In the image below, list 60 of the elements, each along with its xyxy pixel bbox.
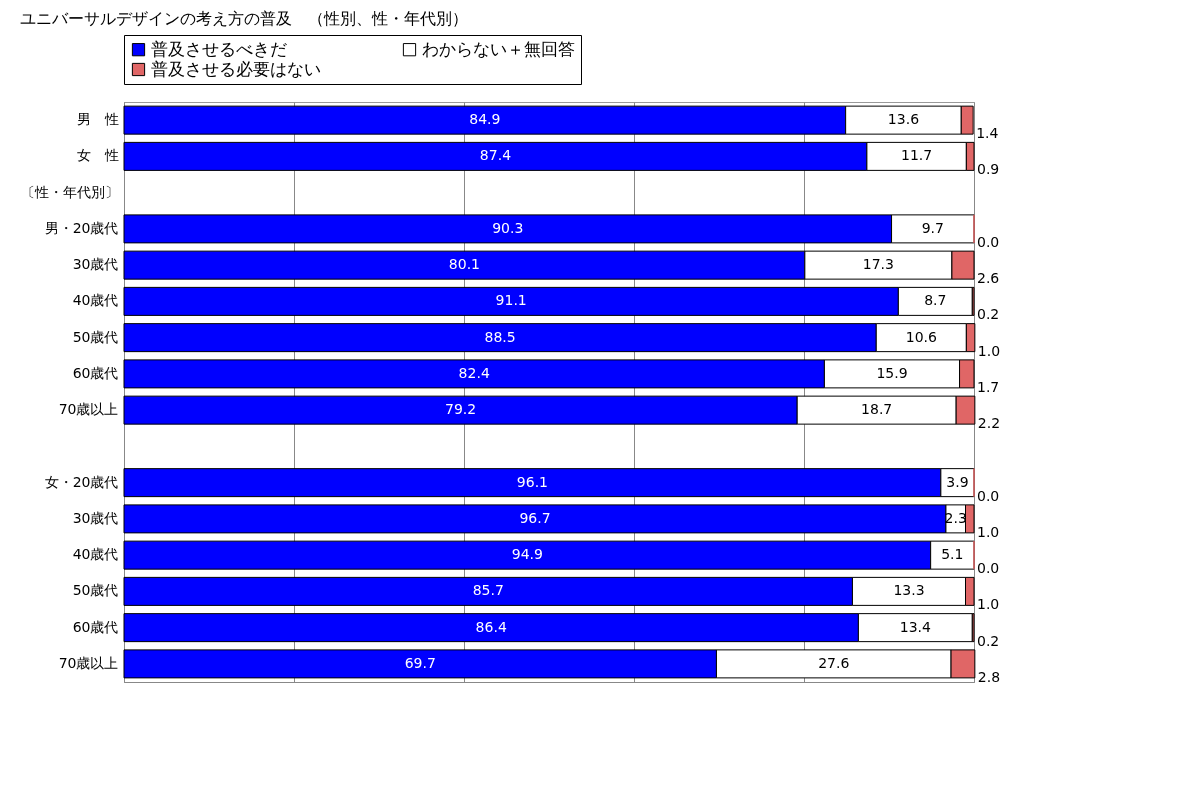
data-label: 11.7 [901, 147, 933, 164]
data-label: 0.0 [977, 233, 1000, 250]
data-label: 69.7 [404, 654, 436, 671]
data-label: 1.0 [977, 596, 1000, 613]
y-tick-label: 50歳代 [72, 582, 119, 599]
data-label: 27.6 [818, 654, 850, 671]
y-tick-label: 女 性 [76, 147, 119, 164]
y-tick-label: 70歳以上 [58, 654, 119, 671]
data-label: 2.6 [977, 270, 1000, 287]
data-label: 2.2 [977, 415, 1001, 432]
y-tick-label: 〔性・年代別〕 [20, 183, 119, 200]
data-label: 0.2 [977, 632, 1000, 649]
data-label: 8.7 [924, 292, 947, 309]
data-label: 0.0 [977, 560, 1000, 577]
data-label: 96.1 [516, 473, 549, 490]
legend-label: 普及させる必要はない [151, 58, 321, 79]
y-tick-label: 30歳代 [72, 256, 119, 273]
data-label: 5.1 [941, 546, 964, 563]
data-label: 0.2 [977, 306, 1000, 323]
data-label: 85.7 [472, 582, 504, 599]
legend-label: 普及させるべきだ [151, 38, 287, 59]
legend-label: わからない＋無回答 [422, 38, 575, 59]
data-label: 3.9 [946, 473, 969, 490]
data-label: 91.1 [495, 292, 527, 309]
y-tick-label: 60歳代 [72, 364, 119, 381]
data-label: 88.5 [484, 328, 516, 345]
y-tick-label: 女・20歳代 [44, 473, 119, 490]
chart-title: ユニバーサルデザインの考え方の普及 （性別、性・年代別） [20, 8, 468, 28]
data-label: 94.9 [511, 546, 543, 563]
data-label: 84.9 [469, 111, 501, 128]
data-label: 13.6 [887, 111, 920, 128]
data-label: 1.4 [976, 125, 999, 142]
data-label: 1.0 [977, 342, 1001, 359]
y-tick-label: 男 性 [76, 111, 119, 128]
data-label: 10.6 [905, 328, 937, 345]
y-tick-label: 男・20歳代 [44, 219, 119, 236]
data-label: 0.9 [977, 161, 1000, 178]
data-label: 15.9 [876, 364, 908, 381]
y-tick-label: 70歳以上 [58, 401, 119, 418]
data-label: 87.4 [479, 147, 512, 164]
data-label: 9.7 [921, 219, 944, 236]
data-label: 1.0 [977, 523, 1000, 540]
y-tick-label: 60歳代 [72, 618, 119, 635]
y-tick-label: 40歳代 [72, 292, 119, 309]
data-label: 86.4 [475, 618, 507, 635]
y-tick-label: 50歳代 [72, 328, 119, 345]
data-label: 1.7 [977, 378, 1000, 395]
data-label: 90.3 [492, 219, 524, 236]
data-label: 0.0 [977, 487, 1000, 504]
data-label: 79.2 [445, 401, 477, 418]
data-label: 18.7 [861, 401, 893, 418]
data-label: 80.1 [448, 256, 481, 273]
data-label: 82.4 [458, 364, 490, 381]
y-tick-label: 30歳代 [72, 509, 119, 526]
data-label: 13.4 [899, 618, 932, 635]
data-label: 96.7 [519, 509, 551, 526]
y-tick-label: 40歳代 [72, 546, 119, 563]
data-label: 13.3 [893, 582, 925, 599]
data-label: 2.8 [977, 668, 1001, 685]
data-label: 17.3 [862, 256, 894, 273]
